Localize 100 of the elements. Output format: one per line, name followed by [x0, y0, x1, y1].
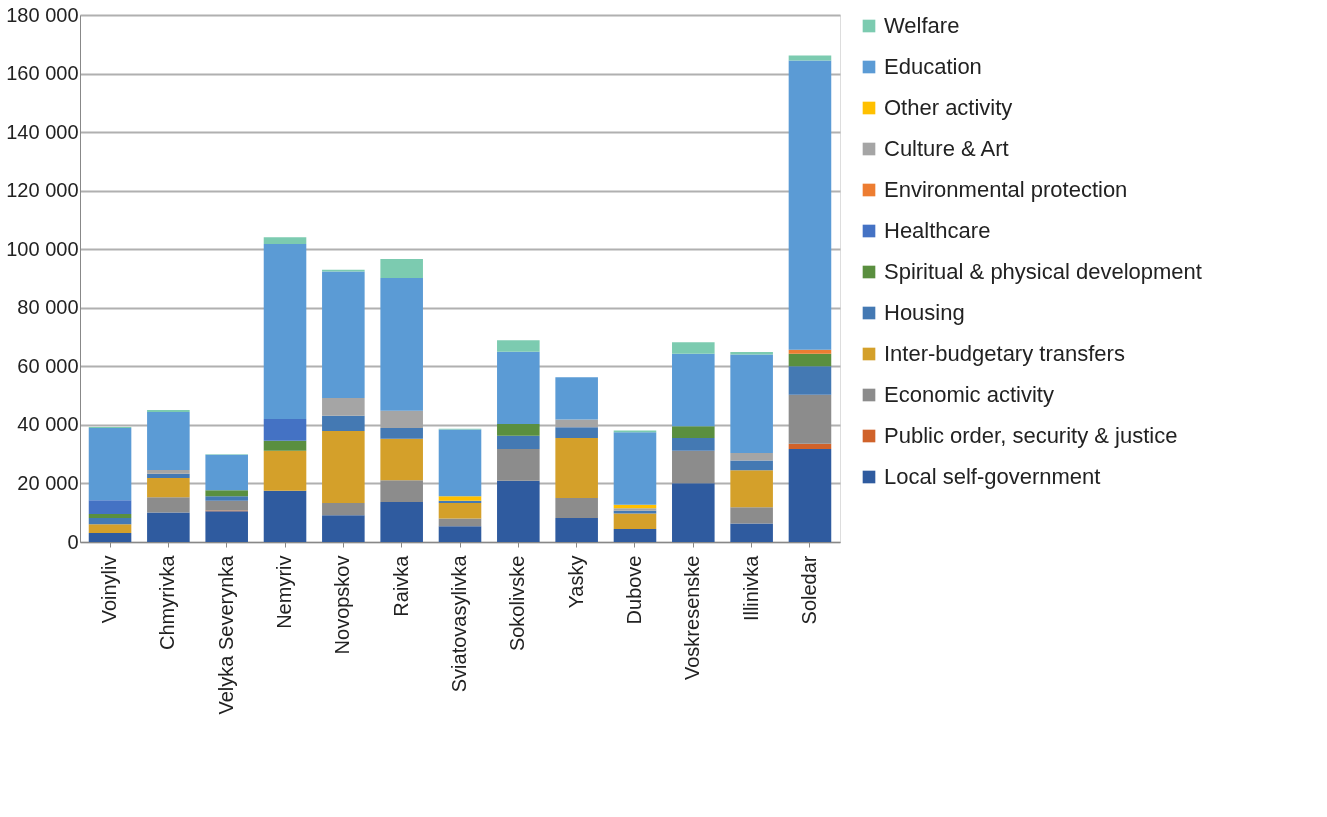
y-tick-label: 100 000	[6, 237, 79, 260]
bar	[322, 397, 365, 416]
bar	[263, 237, 307, 244]
bar	[672, 450, 715, 484]
x-tick-label: Voinyliv	[98, 555, 121, 624]
x-tick-label: Voskresenske	[681, 555, 704, 681]
bar	[497, 424, 540, 436]
legend-label: Spiritual & physical development	[884, 259, 1202, 284]
legend-label: Healthcare	[884, 218, 991, 243]
bar	[672, 426, 715, 439]
bar	[263, 440, 307, 451]
bar	[497, 435, 540, 449]
bar	[613, 432, 657, 505]
bar	[263, 419, 307, 441]
x-tick-label: Illinivka	[739, 554, 762, 622]
legend-label: Welfare	[884, 13, 960, 38]
bar	[147, 512, 190, 542]
bar	[788, 366, 832, 395]
bar	[88, 532, 132, 542]
x-tick-label: Dubove	[622, 555, 645, 625]
bar	[322, 515, 365, 542]
bar	[380, 277, 423, 411]
bar	[205, 490, 248, 497]
bar	[205, 500, 248, 511]
bar	[380, 438, 423, 481]
bar	[672, 438, 715, 451]
y-tick-label: 120 000	[6, 179, 79, 202]
legend-label: Local self-government	[884, 464, 1101, 489]
bar	[263, 243, 307, 420]
bar	[88, 500, 132, 514]
legend-label: Inter-budgetary transfers	[884, 341, 1125, 366]
bar	[147, 412, 190, 470]
y-tick-label: 180 000	[6, 3, 79, 26]
x-tick-label: Sviatovasylivka	[448, 554, 470, 693]
bar	[322, 503, 365, 516]
bar	[88, 524, 132, 533]
bar	[788, 443, 832, 449]
bar	[147, 473, 190, 478]
bar	[672, 483, 715, 542]
legend-label: Other activity	[884, 95, 1013, 120]
legend-label: Environmental protection	[884, 177, 1128, 202]
bar	[613, 529, 657, 542]
bar	[730, 354, 773, 453]
bar	[497, 340, 540, 352]
bar	[380, 428, 423, 439]
legend-label: Culture & Art	[884, 136, 1009, 161]
bar	[380, 480, 423, 502]
x-tick-label: Nemyriv	[273, 555, 296, 629]
bar	[730, 470, 773, 508]
y-tick-label: 140 000	[6, 120, 79, 143]
bar	[380, 258, 423, 278]
bar	[438, 526, 482, 542]
y-tick-label: 0	[67, 530, 79, 553]
bar	[380, 501, 423, 542]
x-tick-label: Sokolivske	[506, 555, 529, 652]
bar	[147, 409, 190, 413]
bar	[497, 480, 540, 542]
bar	[672, 342, 715, 354]
legend-label: Public order, security & justice	[884, 423, 1178, 448]
x-tick-label: Velyka Severynka	[214, 554, 237, 715]
legend-label: Education	[884, 54, 982, 79]
bar	[438, 429, 482, 497]
x-tick-label: Raivka	[389, 554, 412, 617]
y-tick-label: 40 000	[17, 413, 79, 436]
bar	[730, 523, 773, 542]
bar	[88, 517, 132, 525]
bar	[788, 349, 832, 354]
bar	[788, 394, 832, 444]
bar	[497, 448, 540, 481]
bar	[205, 454, 248, 491]
bar	[555, 377, 598, 420]
bar	[88, 428, 132, 501]
bar	[613, 513, 657, 530]
bar	[147, 497, 190, 513]
bar	[788, 448, 832, 542]
x-tick-label: Soledar	[797, 555, 820, 625]
x-tick-label: Chmyrivka	[156, 554, 179, 650]
bar	[263, 450, 307, 491]
x-tick-label: Novopskov	[331, 555, 354, 655]
x-tick-label: Yasky	[564, 555, 587, 609]
y-tick-label: 20 000	[17, 471, 79, 494]
legend-label: Housing	[884, 300, 965, 325]
bar	[438, 496, 482, 501]
bar	[205, 511, 248, 542]
bar	[730, 507, 773, 524]
bar	[438, 518, 482, 527]
bar	[672, 353, 715, 427]
bar	[322, 271, 365, 398]
bar	[322, 431, 365, 504]
bar	[263, 490, 307, 542]
bar	[322, 415, 365, 432]
bar	[788, 55, 832, 61]
bar	[730, 460, 773, 471]
y-tick-label: 80 000	[17, 296, 79, 319]
bar	[555, 427, 598, 439]
bar	[88, 513, 132, 518]
bar	[438, 503, 482, 519]
bar	[555, 438, 598, 499]
bar	[497, 351, 540, 425]
y-tick-label: 160 000	[6, 62, 79, 85]
